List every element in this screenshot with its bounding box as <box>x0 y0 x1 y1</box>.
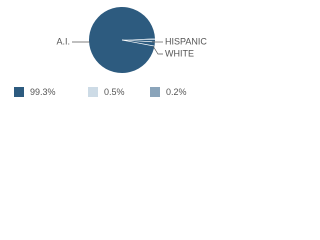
legend-swatch <box>150 87 160 97</box>
legend-label: 0.2% <box>166 87 187 97</box>
legend-label: 0.5% <box>104 87 125 97</box>
pie <box>89 6 155 73</box>
slice-label: HISPANIC <box>165 36 207 46</box>
pie-slice <box>89 6 155 73</box>
legend-label: 99.3% <box>30 87 56 97</box>
legend: 99.3% 0.5% 0.2% <box>14 87 187 97</box>
legend-swatch <box>88 87 98 97</box>
slice-label: A.I. <box>56 36 70 46</box>
chart: A.I. HISPANIC WHITE 99.3% 0.5% 0.2% <box>14 6 207 97</box>
leader-line <box>121 39 157 43</box>
legend-swatch <box>14 87 24 97</box>
leader-line <box>121 39 155 47</box>
pie-slice <box>122 38 155 40</box>
leader-line <box>152 45 163 55</box>
slice-label: WHITE <box>165 48 194 58</box>
